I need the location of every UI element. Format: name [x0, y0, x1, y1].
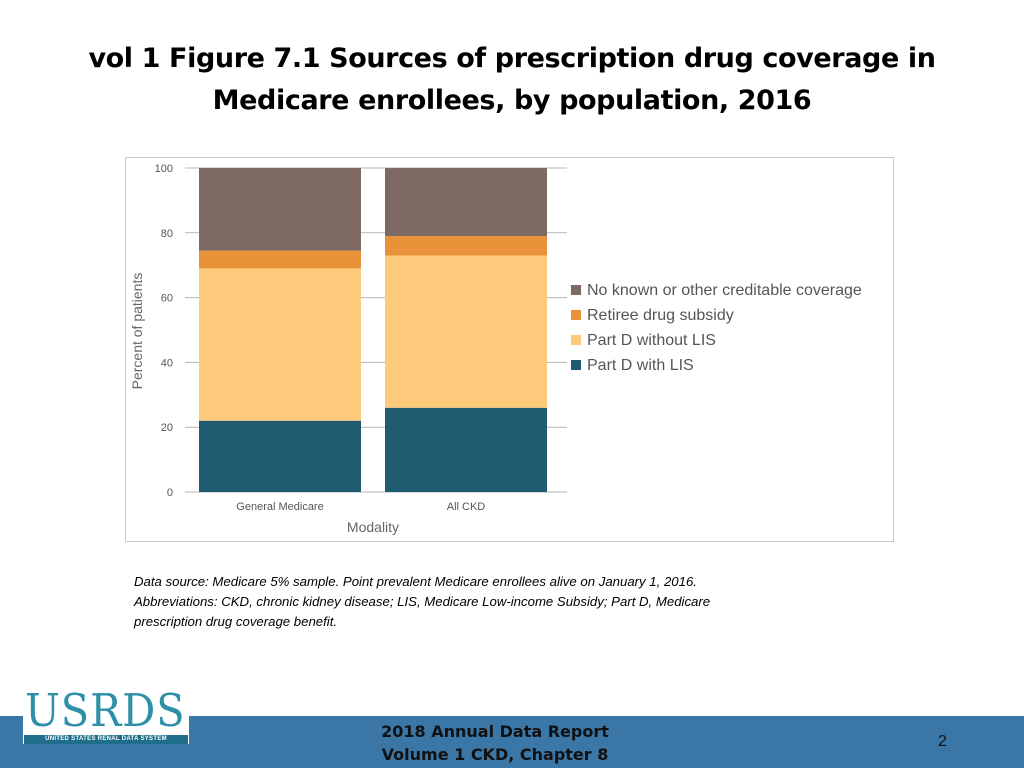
footnote-data-source: Data source: Medicare 5% sample. Point p… — [134, 574, 697, 589]
legend-swatch — [571, 285, 581, 295]
legend-label: No known or other creditable coverage — [587, 282, 862, 299]
legend-label: Part D with LIS — [587, 357, 694, 374]
logo-subtitle: UNITED STATES RENAL DATA SYSTEM — [24, 735, 188, 744]
legend-swatch — [571, 310, 581, 320]
logo-wordmark: USRDS — [25, 684, 186, 737]
x-tick-label: General Medicare — [236, 501, 323, 513]
bar-segment — [385, 407, 547, 492]
bar-segment — [385, 236, 547, 256]
y-tick-label: 80 — [161, 228, 173, 240]
stacked-bar-chart: 0 20 40 60 80 100 General Medicare All CKD Modal… — [129, 163, 862, 535]
footer-report-info: 2018 Annual Data Report Volume 1 CKD, Ch… — [370, 720, 620, 766]
y-tick-label: 100 — [155, 163, 173, 175]
y-axis-label: Percent of patients — [129, 273, 145, 390]
slide-title: vol 1 Figure 7.1 Sources of prescription… — [60, 38, 964, 122]
footer-volume-chapter: Volume 1 CKD, Chapter 8 — [381, 745, 609, 764]
y-tick-label: 60 — [161, 293, 173, 305]
page-number: 2 — [938, 733, 947, 750]
slide-title-line-2: Medicare enrollees, by population, 2016 — [212, 85, 812, 116]
usrds-logo: USRDS UNITED STATES RENAL DATA SYSTEM — [23, 686, 189, 744]
y-tick-label: 0 — [167, 487, 173, 499]
y-tick-label: 20 — [161, 422, 173, 434]
x-axis-label: Modality — [347, 519, 399, 535]
footnote-abbreviations-cont: prescription drug coverage benefit. — [134, 614, 338, 629]
y-tick-label: 40 — [161, 357, 173, 369]
bar-segment — [199, 268, 361, 421]
bar-segment — [199, 168, 361, 251]
legend-label: Retiree drug subsidy — [587, 307, 734, 324]
bar-segment — [385, 168, 547, 237]
x-tick-label: All CKD — [447, 501, 486, 513]
footer-report-title: 2018 Annual Data Report — [381, 722, 609, 741]
legend-swatch — [571, 360, 581, 370]
bar-segment — [385, 255, 547, 408]
legend-label: Part D without LIS — [587, 332, 716, 349]
slide-title-line-1: vol 1 Figure 7.1 Sources of prescription… — [88, 43, 936, 74]
footnote-abbreviations: Abbreviations: CKD, chronic kidney disea… — [134, 594, 711, 609]
bar-segment — [199, 250, 361, 269]
footnote: Data source: Medicare 5% sample. Point p… — [134, 572, 834, 632]
bar-segment — [199, 420, 361, 492]
legend-swatch — [571, 335, 581, 345]
